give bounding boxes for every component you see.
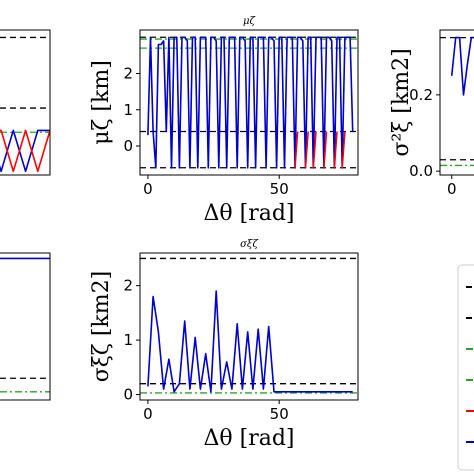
series-line-0 xyxy=(147,36,354,169)
y-tick-label: 0.2 xyxy=(409,86,433,104)
axes-frame xyxy=(139,29,359,176)
x-tick-label: 0 xyxy=(143,405,153,423)
y-axis-label: σξζ [km2] xyxy=(89,271,114,382)
y-axis-label: σ²ξ [km2] xyxy=(389,48,414,156)
chart-title: μζ xyxy=(243,16,255,27)
legend xyxy=(457,264,474,471)
y-tick-label: 1 xyxy=(123,101,133,119)
y-tick-label: 0.0 xyxy=(409,162,433,180)
y-axis-label: μζ [km] xyxy=(89,60,114,145)
x-tick-label: 0 xyxy=(447,180,457,198)
legend-frame xyxy=(457,264,474,471)
y-tick-label: 2 xyxy=(123,65,133,83)
series-line-0 xyxy=(147,290,353,393)
plot-area xyxy=(0,36,50,173)
x-axis-label: Δθ [rad] xyxy=(203,426,294,451)
y-tick-label: 0 xyxy=(123,386,133,404)
x-tick-label: 0 xyxy=(143,180,153,198)
plot-area xyxy=(140,36,358,169)
x-tick-label: 50 xyxy=(270,405,289,423)
chart-mu-zeta: 0 50 0 1 2 μζ Δθ [rad] μζ [km] xyxy=(89,16,359,226)
chart-sigma-xi-zeta: 0 50 0 1 2 σξζ Δθ [rad] σξζ [km2] xyxy=(89,239,359,451)
axes-frame xyxy=(0,252,51,401)
chart-top-left-partial xyxy=(0,29,51,176)
y-tick-label: 1 xyxy=(123,331,133,349)
y-tick-label: 2 xyxy=(123,277,133,295)
series-line-1 xyxy=(0,129,50,173)
plot-area xyxy=(140,257,358,394)
x-axis-label: Δθ [rad] xyxy=(203,201,294,226)
axes-frame xyxy=(0,29,51,176)
axes-frame xyxy=(139,252,359,401)
x-tick-label: 50 xyxy=(270,180,289,198)
plot-area xyxy=(440,36,474,167)
series-line-0 xyxy=(450,36,474,96)
axes-frame xyxy=(439,29,474,176)
y-tick-label: 0 xyxy=(123,137,133,155)
chart-bottom-left-partial xyxy=(0,252,51,401)
plot-area xyxy=(0,257,50,393)
chart-title: σξζ xyxy=(240,239,258,250)
